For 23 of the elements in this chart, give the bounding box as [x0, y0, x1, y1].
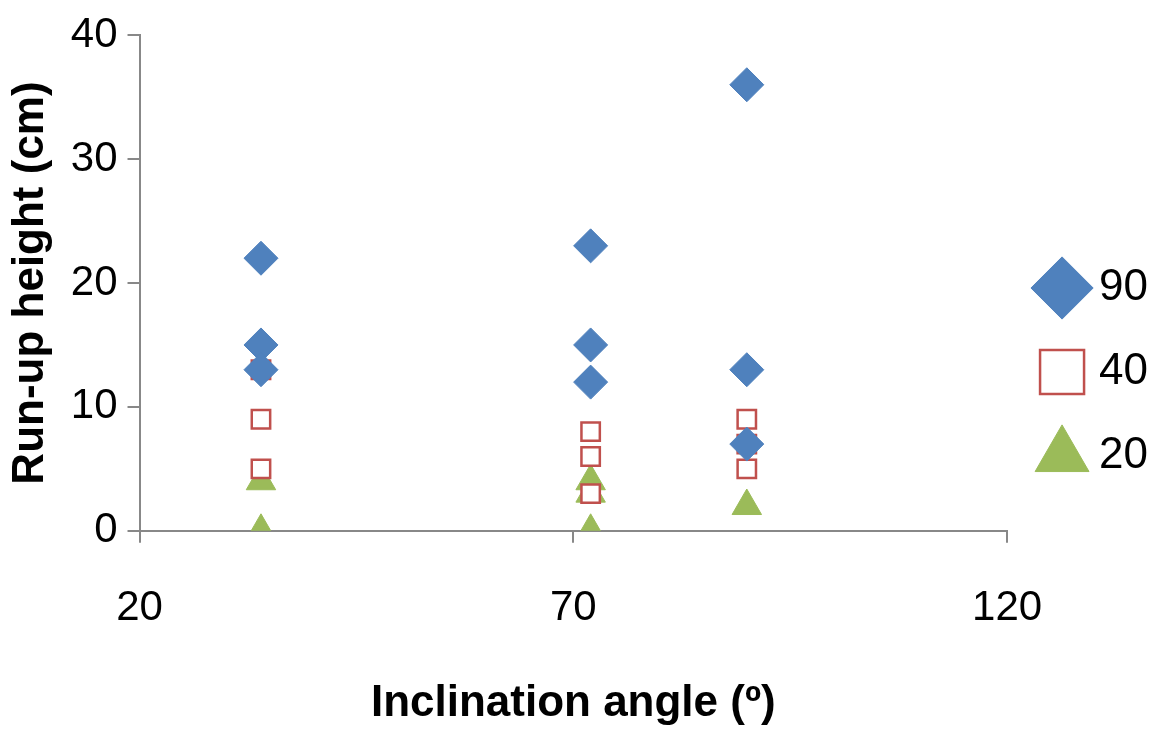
legend-label: 20	[1099, 428, 1149, 478]
point	[573, 228, 609, 264]
y-tick-label: 0	[94, 504, 118, 552]
point	[573, 364, 609, 400]
point	[729, 426, 765, 462]
y-tick-label: 20	[70, 256, 118, 304]
x-tick-label: 20	[116, 581, 163, 629]
point	[729, 352, 765, 388]
x-tick-label: 120	[972, 581, 1043, 629]
point	[243, 240, 279, 276]
point	[250, 408, 272, 430]
y-axis-title: Run-up height (cm)	[2, 81, 52, 485]
y-tick-label: 30	[70, 132, 118, 180]
point	[250, 458, 272, 480]
x-tick-label: 70	[549, 581, 597, 629]
x-axis-title: Inclination angle (º)	[370, 675, 776, 725]
point	[580, 483, 602, 505]
y-tick-label: 10	[70, 380, 118, 428]
legend-label: 40	[1099, 344, 1149, 394]
point	[573, 327, 609, 363]
legend-label: 90	[1099, 260, 1149, 310]
y-tick-label: 40	[70, 8, 118, 56]
point	[729, 67, 765, 103]
